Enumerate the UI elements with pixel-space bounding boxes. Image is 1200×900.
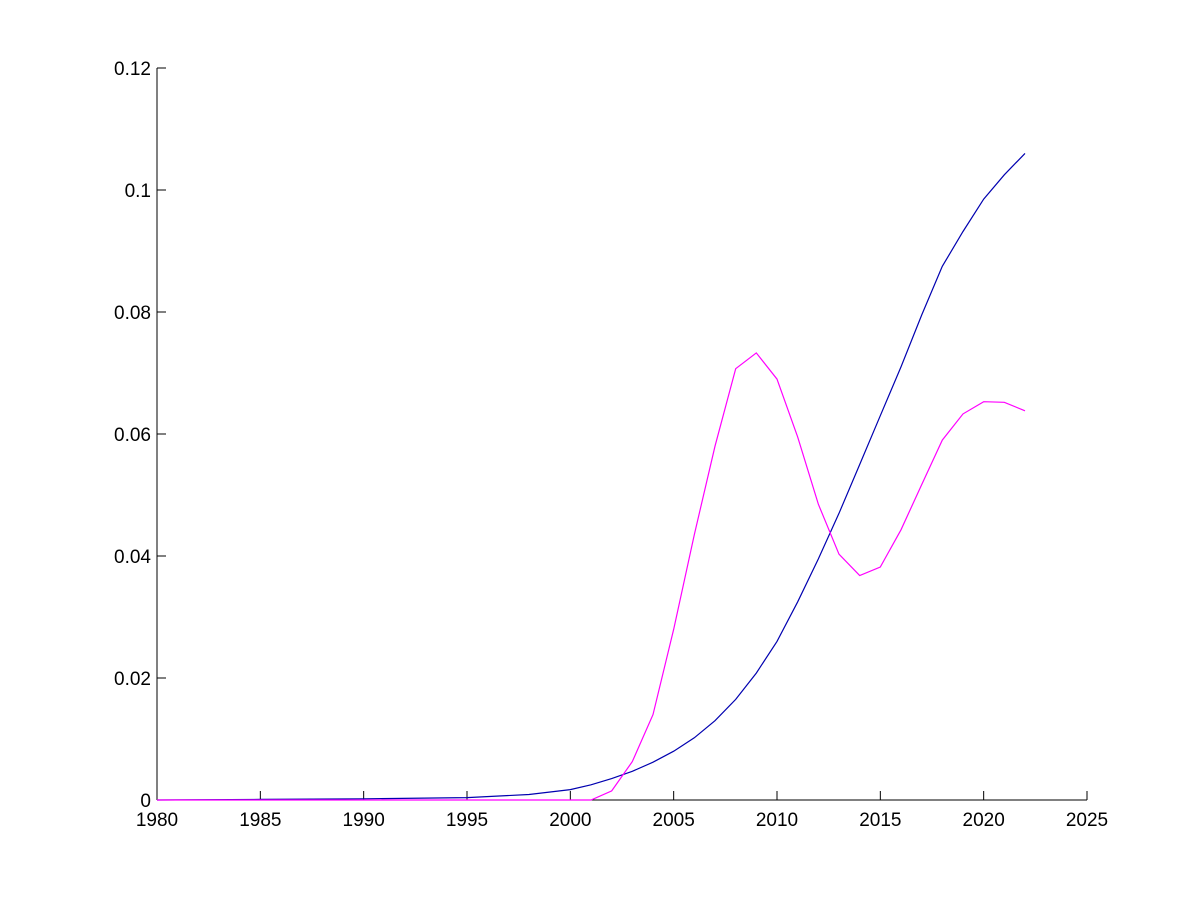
x-tick-label: 2000 bbox=[549, 810, 591, 831]
series-layer bbox=[156, 152, 1026, 801]
x-tick-label: 2015 bbox=[859, 810, 901, 831]
y-tick-label: 0.04 bbox=[114, 547, 151, 568]
y-tick-label: 0.06 bbox=[114, 425, 151, 446]
x-tick-label: 2005 bbox=[653, 810, 695, 831]
x-tick-label: 1995 bbox=[446, 810, 488, 831]
y-tick-label: 0.08 bbox=[114, 303, 151, 324]
series-1-line bbox=[156, 152, 1026, 801]
x-tick-label: 2020 bbox=[963, 810, 1005, 831]
y-tick-label: 0 bbox=[140, 791, 151, 812]
y-tick-label: 0.1 bbox=[125, 181, 151, 202]
y-tick-label: 0.12 bbox=[114, 59, 151, 80]
series-2-line bbox=[157, 352, 1026, 801]
x-tick-label: 1985 bbox=[239, 810, 281, 831]
x-tick-label: 2025 bbox=[1066, 810, 1108, 831]
y-tick-label: 0.02 bbox=[114, 669, 151, 690]
x-tick-label: 1980 bbox=[136, 810, 178, 831]
axes: 1980 1985 1990 1995 2000 2005 2010 2015 2020 2025… bbox=[114, 59, 1108, 831]
x-tick-label: 2010 bbox=[756, 810, 798, 831]
x-tick-label: 1990 bbox=[343, 810, 385, 831]
